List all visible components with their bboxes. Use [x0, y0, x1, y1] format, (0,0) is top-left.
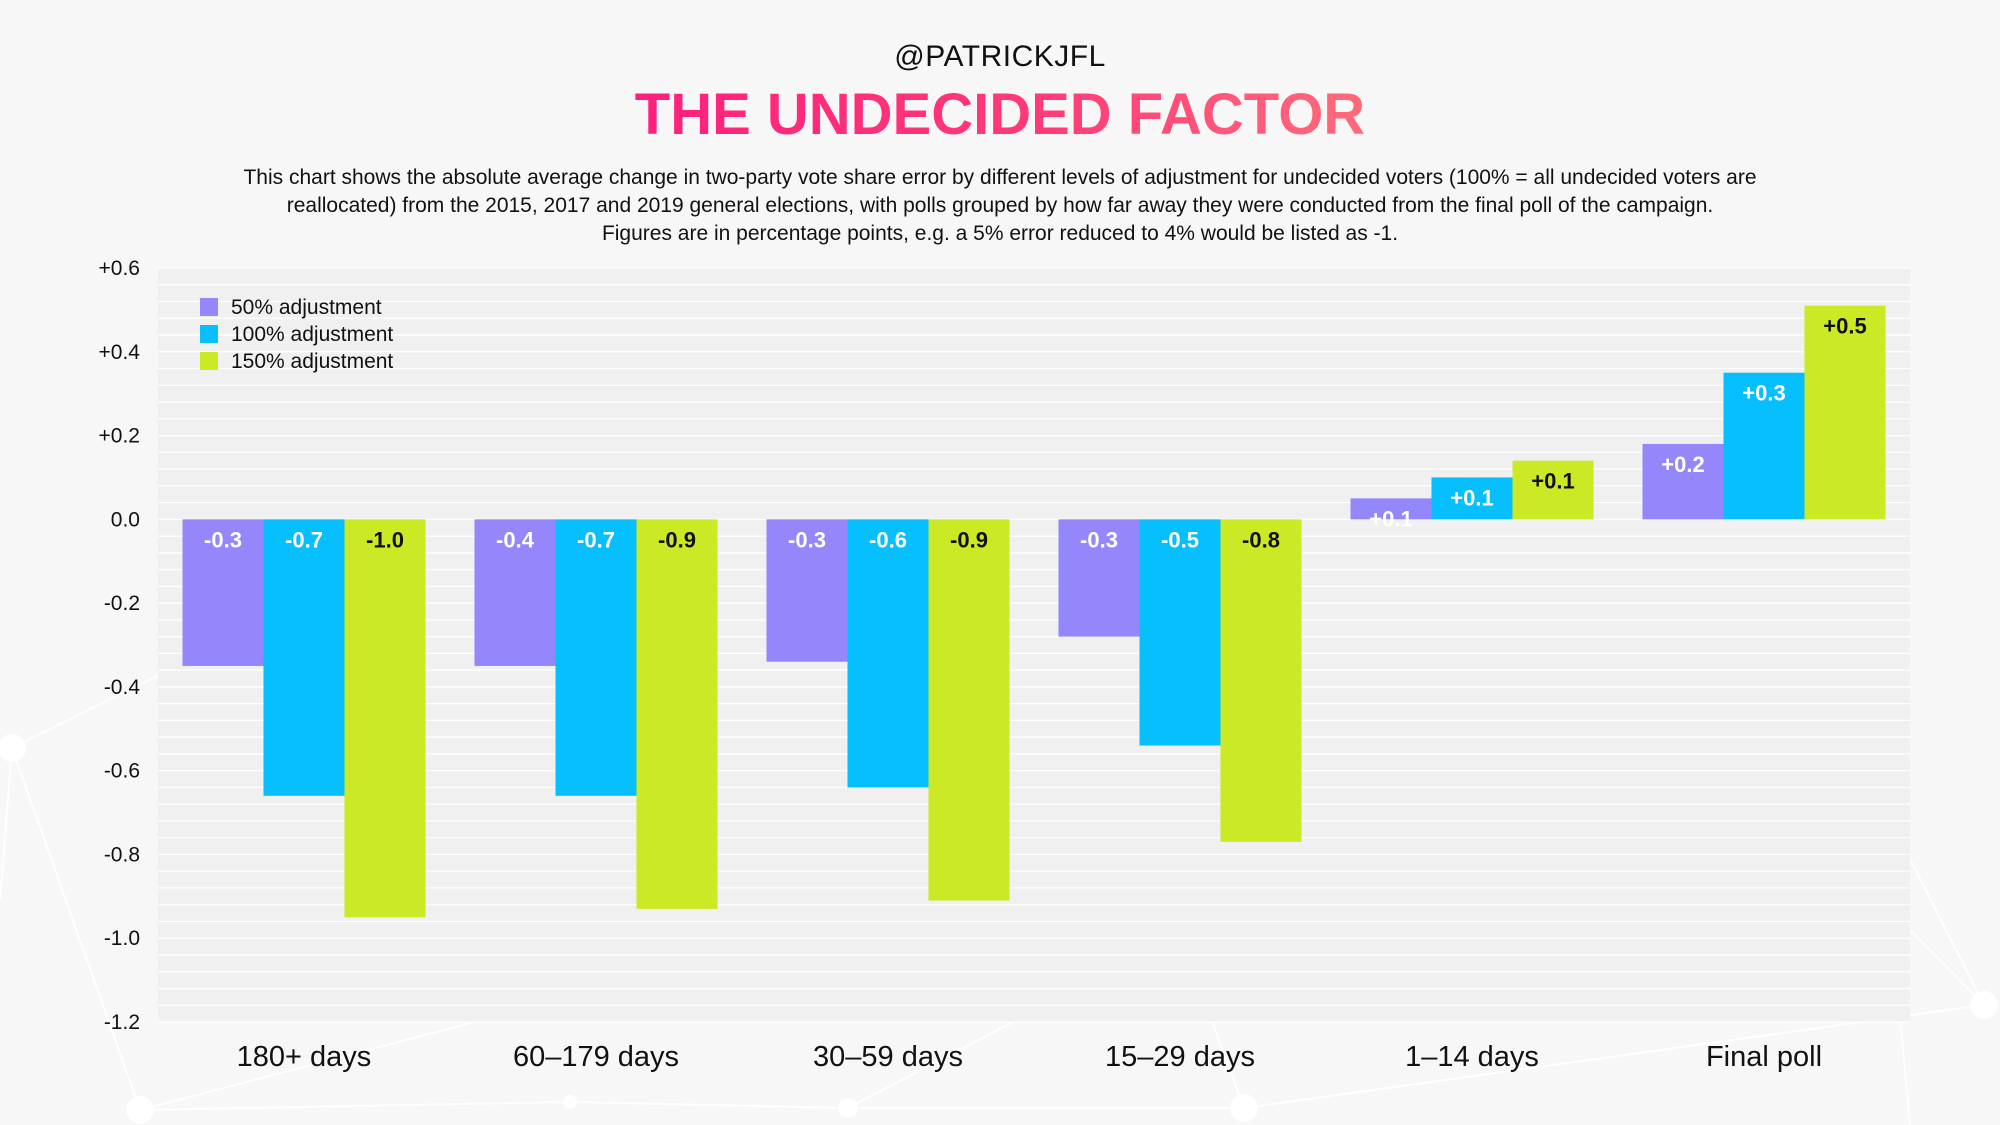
y-tick-label: -1.0	[104, 927, 140, 950]
legend-label: 50% adjustment	[231, 296, 382, 319]
y-tick-label: -0.2	[104, 592, 140, 615]
y-tick-label: 0.0	[111, 508, 140, 531]
bar	[1139, 519, 1221, 746]
x-tick-label: Final poll	[1706, 1041, 1822, 1073]
bar-value-label: -0.7	[577, 527, 615, 552]
bar	[1804, 305, 1886, 520]
subtitle-line-1: This chart shows the absolute average ch…	[243, 166, 1757, 189]
bar	[766, 519, 848, 662]
bar	[1350, 498, 1432, 520]
plot-area	[158, 268, 1910, 1022]
bar	[1642, 443, 1724, 520]
y-tick-label: -1.2	[104, 1011, 140, 1034]
bar-value-label: +0.3	[1742, 381, 1785, 406]
bar-value-label: -0.4	[496, 527, 535, 552]
gridlines	[158, 267, 1910, 1023]
bar-value-label: +0.2	[1661, 452, 1704, 477]
y-tick-label: +0.6	[99, 257, 140, 280]
bar-value-label: -0.3	[1080, 527, 1118, 552]
bar	[1220, 519, 1302, 842]
bar	[847, 519, 929, 788]
y-tick-label: +0.4	[99, 341, 141, 364]
legend: 50% adjustment 100% adjustment 150% adjust…	[200, 296, 393, 373]
y-tick-label: -0.4	[104, 676, 141, 699]
bar	[1431, 477, 1513, 520]
bar-labels: -0.3 -0.7 -1.0 -0.4 -0.7 -0.9 -0.3 -0.6 -0.9 -0.3…	[204, 314, 1867, 553]
x-tick-label: 60–179 days	[513, 1041, 679, 1073]
bar-value-label: +0.5	[1823, 314, 1866, 339]
y-tick-label: +0.2	[99, 425, 140, 448]
bar	[344, 519, 426, 918]
bar-value-label: -0.3	[788, 527, 826, 552]
author-handle: @PATRICKJFL	[894, 40, 1106, 73]
bar-value-label: +0.1	[1369, 506, 1412, 531]
legend-label: 150% adjustment	[231, 350, 393, 373]
bar-value-label: -0.9	[950, 527, 988, 552]
subtitle-line-2: reallocated) from the 2015, 2017 and 201…	[286, 194, 1714, 217]
bar	[636, 519, 718, 909]
bar-value-label: -0.7	[285, 527, 323, 552]
chart-title: THE UNDECIDED FACTOR	[0, 80, 2000, 150]
x-tick-label: 15–29 days	[1105, 1041, 1255, 1073]
x-tick-label: 1–14 days	[1405, 1041, 1539, 1073]
bar-value-label: -0.6	[869, 527, 907, 552]
bar	[928, 519, 1010, 901]
y-tick-label: -0.6	[104, 760, 140, 783]
legend-swatch	[200, 298, 218, 316]
bar	[263, 519, 345, 796]
legend-label: 100% adjustment	[231, 323, 393, 346]
legend-swatch	[200, 325, 218, 343]
bar-value-label: +0.1	[1531, 469, 1574, 494]
bar	[1058, 519, 1140, 637]
bar-value-label: +0.1	[1450, 485, 1493, 510]
bar	[1512, 460, 1594, 520]
bar	[555, 519, 637, 796]
bars	[182, 305, 1886, 918]
x-tick-label: 180+ days	[237, 1041, 372, 1073]
bar-value-label: -1.0	[366, 527, 404, 552]
bar-value-label: -0.5	[1161, 527, 1199, 552]
y-tick-label: -0.8	[104, 843, 140, 866]
y-axis-ticks: +0.6 +0.4 +0.2 0.0 -0.2 -0.4 -0.6 -0.8 -1.0 -1.2	[99, 257, 141, 1034]
bar-value-label: -0.8	[1242, 527, 1280, 552]
x-tick-label: 30–59 days	[813, 1041, 963, 1073]
bar	[1723, 372, 1805, 520]
chart-subtitle: This chart shows the absolute average ch…	[120, 164, 1880, 248]
bar-value-label: -0.9	[658, 527, 696, 552]
legend-swatch	[200, 352, 218, 370]
subtitle-line-3: Figures are in percentage points, e.g. a…	[601, 222, 1399, 245]
x-axis-ticks: 180+ days 60–179 days 30–59 days 15–29 days…	[237, 1041, 1822, 1073]
chart-title-text: THE UNDECIDED FACTOR	[634, 82, 1366, 147]
bar	[182, 519, 264, 666]
bar-value-label: -0.3	[204, 527, 242, 552]
bar	[474, 519, 556, 666]
